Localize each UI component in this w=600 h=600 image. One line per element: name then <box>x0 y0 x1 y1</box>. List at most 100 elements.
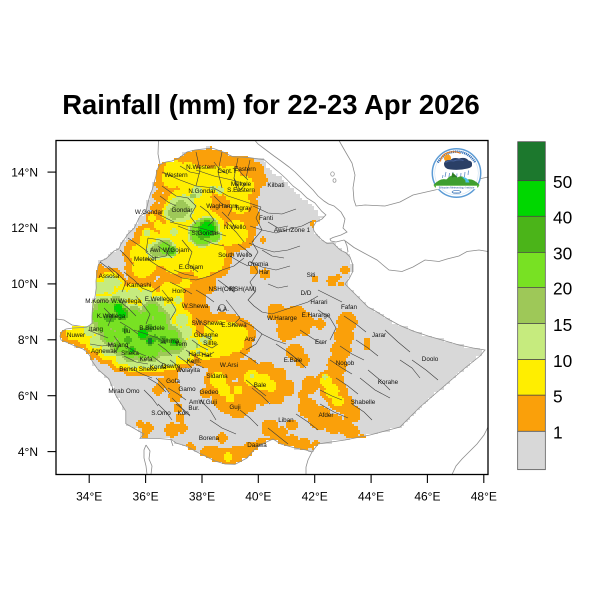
svg-text:W.Shewa: W.Shewa <box>182 303 209 310</box>
svg-text:Tigray: Tigray <box>234 205 252 212</box>
svg-text:South Wello: South Wello <box>218 252 252 259</box>
svg-text:Metekel: Metekel <box>134 256 156 263</box>
svg-text:Gedeo: Gedeo <box>200 389 219 396</box>
svg-text:44°E: 44°E <box>358 490 384 504</box>
svg-text:Bale: Bale <box>254 382 267 389</box>
svg-text:42°E: 42°E <box>302 490 328 504</box>
svg-text:Horo: Horo <box>172 288 186 295</box>
svg-text:4°N: 4°N <box>18 445 38 459</box>
svg-text:S.Eastern: S.Eastern <box>227 187 255 194</box>
svg-text:WagHamra: WagHamra <box>206 203 238 210</box>
svg-text:Sidama: Sidama <box>206 373 228 380</box>
svg-text:NSH(AM): NSH(AM) <box>230 286 257 293</box>
svg-text:40: 40 <box>553 208 572 228</box>
svg-text:10°N: 10°N <box>11 277 38 291</box>
svg-text:Liban: Liban <box>278 417 294 424</box>
svg-text:Nuwer: Nuwer <box>67 332 85 339</box>
svg-text:Sheka: Sheka <box>121 350 139 357</box>
svg-text:6°N: 6°N <box>18 389 38 403</box>
svg-text:A.A.: A.A. <box>217 306 229 313</box>
svg-text:Daawa: Daawa <box>247 442 267 449</box>
svg-text:48°E: 48°E <box>471 490 497 504</box>
svg-text:Shabelle: Shabelle <box>351 399 376 406</box>
svg-text:W.Wellega: W.Wellega <box>111 298 141 305</box>
svg-text:Wolayita: Wolayita <box>176 367 201 374</box>
svg-text:Erer: Erer <box>315 339 327 346</box>
svg-text:N.Wello: N.Wello <box>224 224 246 231</box>
svg-text:Jimma: Jimma <box>161 338 180 345</box>
svg-text:Western: Western <box>164 172 188 179</box>
svg-text:15: 15 <box>553 315 572 335</box>
svg-text:NSH(OR): NSH(OR) <box>209 286 236 293</box>
svg-text:Har: Har <box>259 269 269 276</box>
svg-text:30: 30 <box>553 244 572 264</box>
svg-text:E.Wellega: E.Wellega <box>145 296 174 303</box>
svg-text:Hal.: Hal. <box>201 352 212 359</box>
svg-text:Kem.: Kem. <box>187 358 202 365</box>
svg-text:Eastern: Eastern <box>234 166 256 173</box>
svg-text:AmW.Guji: AmW.Guji <box>189 399 217 406</box>
svg-text:Mirab Omo: Mirab Omo <box>108 388 140 395</box>
svg-text:Harari: Harari <box>310 299 327 306</box>
svg-text:N.Western: N.Western <box>186 164 216 171</box>
svg-text:B.Bedele: B.Bedele <box>139 325 165 332</box>
svg-text:Assosa: Assosa <box>99 273 120 280</box>
svg-text:E.Shewa: E.Shewa <box>221 322 247 329</box>
svg-text:Itang: Itang <box>89 326 104 333</box>
svg-text:Nogob: Nogob <box>336 360 355 367</box>
svg-text:Ethiopian Meteorology Institut: Ethiopian Meteorology Institute <box>439 186 475 190</box>
svg-text:Had.: Had. <box>188 351 202 358</box>
svg-text:38°E: 38°E <box>189 490 215 504</box>
svg-text:5: 5 <box>553 387 563 407</box>
svg-text:Awsi /Zone 1: Awsi /Zone 1 <box>274 227 311 234</box>
svg-text:1: 1 <box>553 423 563 443</box>
svg-text:Kefa: Kefa <box>140 356 153 363</box>
svg-text:10: 10 <box>553 351 572 371</box>
svg-text:Sillte: Sillte <box>203 340 217 347</box>
svg-text:Korahe: Korahe <box>378 379 399 386</box>
svg-text:N.Gondar: N.Gondar <box>188 188 215 195</box>
svg-text:Konta: Konta <box>150 364 167 371</box>
svg-text:W.Gondar: W.Gondar <box>135 209 163 216</box>
svg-text:Fanti: Fanti <box>259 215 273 222</box>
svg-text:Mekele: Mekele <box>231 181 252 188</box>
svg-text:S.Gondar: S.Gondar <box>192 230 219 237</box>
svg-text:Oromia: Oromia <box>248 261 269 268</box>
svg-text:S.Omo: S.Omo <box>151 410 171 417</box>
svg-text:Cent.T: Cent.T <box>218 168 237 175</box>
svg-text:Yem: Yem <box>175 341 187 348</box>
svg-text:Arsi: Arsi <box>245 336 256 343</box>
svg-text:40°E: 40°E <box>245 490 271 504</box>
svg-text:36°E: 36°E <box>133 490 159 504</box>
svg-text:Gondar: Gondar <box>171 207 192 214</box>
svg-text:E.Bale: E.Bale <box>284 357 303 364</box>
svg-text:Guraghe: Guraghe <box>194 332 219 339</box>
svg-text:Bur.: Bur. <box>188 405 199 412</box>
svg-text:8°N: 8°N <box>18 333 38 347</box>
svg-text:M.Komo: M.Komo <box>85 298 109 305</box>
svg-text:Borena: Borena <box>199 435 220 442</box>
svg-text:E.Hararge: E.Hararge <box>302 312 331 319</box>
svg-text:Kilbati: Kilbati <box>267 182 284 189</box>
svg-text:W.Arsi: W.Arsi <box>220 362 238 369</box>
svg-text:W.Gojam: W.Gojam <box>163 247 189 254</box>
svg-text:Majang: Majang <box>108 342 129 349</box>
svg-text:34°E: 34°E <box>76 490 102 504</box>
svg-text:20: 20 <box>553 279 572 299</box>
svg-text:Doolo: Doolo <box>422 356 439 363</box>
svg-text:Kon.: Kon. <box>178 410 191 417</box>
svg-text:Gofa: Gofa <box>166 378 180 385</box>
svg-text:12°N: 12°N <box>11 221 38 235</box>
svg-text:14°N: 14°N <box>11 165 38 179</box>
svg-text:Awi: Awi <box>150 247 160 254</box>
svg-text:Afder: Afder <box>318 412 333 419</box>
svg-text:W.Hararge: W.Hararge <box>267 315 298 322</box>
svg-text:Dawro: Dawro <box>162 363 181 370</box>
svg-text:SW.Shewa: SW.Shewa <box>192 320 223 327</box>
svg-text:D/D: D/D <box>301 290 312 297</box>
svg-text:Kamashi: Kamashi <box>127 282 152 289</box>
svg-text:Bench Sheko: Bench Sheko <box>119 366 157 373</box>
svg-text:Jarar: Jarar <box>372 332 386 339</box>
svg-text:Ilu: Ilu <box>124 328 131 335</box>
svg-text:Rainfall (mm) for 22-23 Apr 20: Rainfall (mm) for 22-23 Apr 2026 <box>62 89 480 120</box>
